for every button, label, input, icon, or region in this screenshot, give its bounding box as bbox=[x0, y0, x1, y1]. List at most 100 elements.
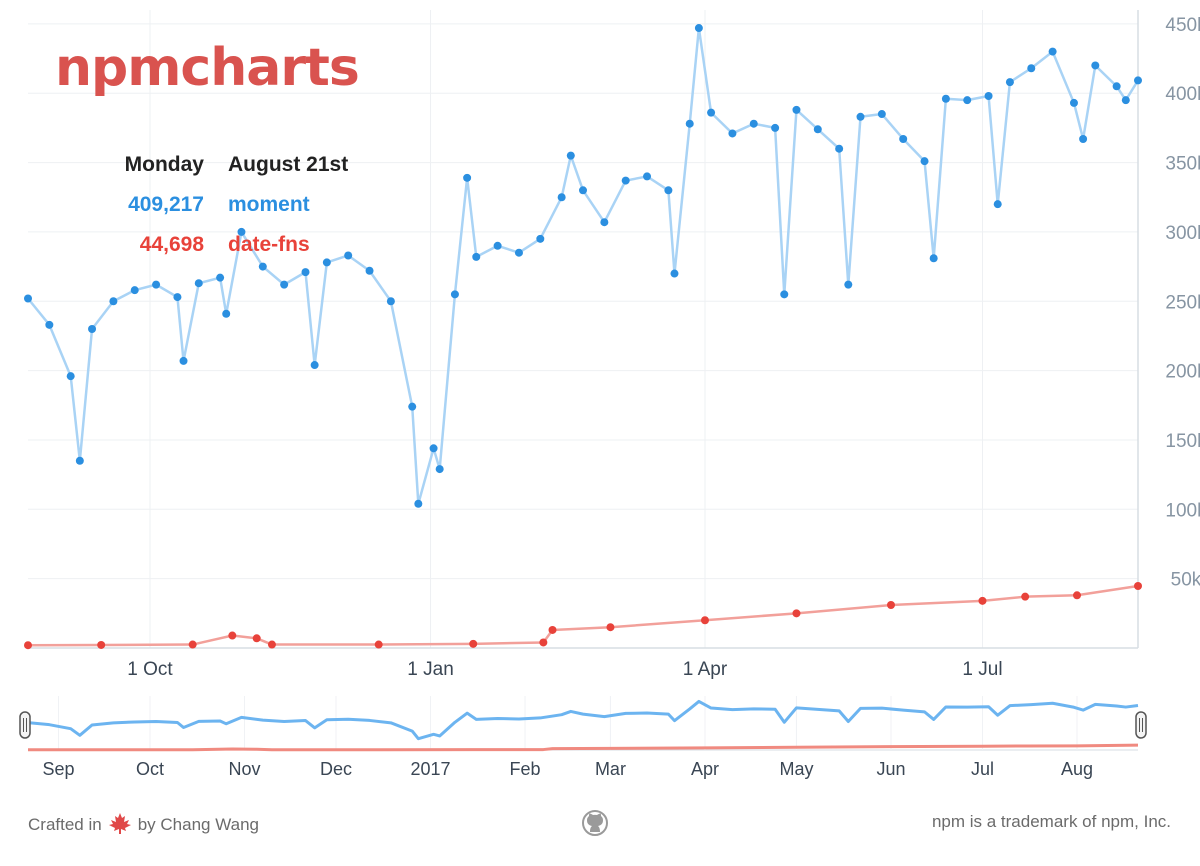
data-point-date-fns bbox=[188, 640, 197, 649]
data-point-moment bbox=[179, 356, 188, 365]
x-tick-label: 1 Jul bbox=[962, 659, 1002, 680]
data-point-moment bbox=[45, 320, 54, 329]
data-point-moment bbox=[1112, 82, 1121, 91]
tooltip-row-moment: 409,217 moment bbox=[112, 185, 348, 225]
data-point-moment bbox=[1121, 96, 1130, 105]
data-point-date-fns bbox=[978, 596, 987, 605]
data-point-date-fns bbox=[24, 641, 32, 650]
navigator-tick-label: Nov bbox=[229, 759, 261, 779]
data-point-moment bbox=[450, 290, 459, 299]
data-point-moment bbox=[66, 372, 75, 381]
data-point-moment bbox=[600, 218, 609, 227]
data-point-moment bbox=[643, 172, 652, 181]
trademark-notice: npm is a trademark of npm, Inc. bbox=[931, 812, 1171, 831]
navigator-right-handle[interactable] bbox=[1135, 711, 1147, 739]
x-tick-label: 1 Apr bbox=[683, 659, 728, 680]
navigator-tick-label: Aug bbox=[1061, 759, 1093, 779]
data-point-date-fns bbox=[1134, 582, 1142, 591]
data-point-moment bbox=[322, 258, 331, 267]
tooltip-value-date-fns: 44,698 bbox=[139, 233, 204, 256]
data-point-moment bbox=[414, 499, 423, 508]
navigator-tick-label: Feb bbox=[510, 759, 541, 779]
data-point-moment bbox=[670, 269, 679, 278]
navigator-series-moment bbox=[27, 699, 1139, 741]
y-tick-label: 300k bbox=[1165, 223, 1200, 244]
maple-leaf-icon bbox=[108, 812, 132, 839]
data-point-moment bbox=[194, 279, 203, 288]
data-point-date-fns bbox=[886, 601, 895, 610]
npmcharts-logo[interactable]: npmcharts bbox=[55, 38, 360, 98]
data-point-moment bbox=[780, 290, 789, 299]
tooltip-weekday: Monday bbox=[124, 153, 204, 176]
github-icon[interactable] bbox=[582, 810, 608, 841]
tooltip-value-moment: 409,217 bbox=[128, 193, 204, 216]
y-tick-label: 450k bbox=[1165, 15, 1200, 36]
data-point-moment bbox=[301, 268, 310, 277]
data-point-moment bbox=[771, 123, 780, 132]
data-point-moment bbox=[1091, 61, 1100, 70]
y-tick-label: 100k bbox=[1165, 500, 1200, 521]
navigator-tick-label: Dec bbox=[320, 759, 352, 779]
y-tick-label: 250k bbox=[1165, 292, 1200, 313]
data-point-date-fns bbox=[267, 640, 276, 649]
handle-body bbox=[1135, 711, 1147, 739]
data-point-moment bbox=[222, 309, 231, 318]
data-point-date-fns bbox=[228, 631, 237, 640]
navigator-tick-label: Sep bbox=[42, 759, 74, 779]
data-point-moment bbox=[579, 186, 587, 195]
data-point-moment bbox=[993, 200, 1002, 209]
data-point-moment bbox=[621, 176, 630, 185]
data-point-moment bbox=[920, 157, 929, 166]
data-point-moment bbox=[749, 119, 758, 128]
data-point-moment bbox=[88, 325, 97, 333]
data-point-date-fns bbox=[252, 634, 261, 643]
data-point-moment bbox=[792, 105, 801, 114]
series-line-date-fns bbox=[27, 584, 1139, 647]
footer-author-link[interactable]: by Chang Wang bbox=[137, 814, 259, 834]
navigator-tick-label: Jul bbox=[971, 759, 994, 779]
navigator-series-date-fns bbox=[27, 743, 1139, 752]
data-point-moment bbox=[813, 125, 822, 134]
data-point-moment bbox=[173, 293, 182, 302]
tooltip-name-date-fns: date-fns bbox=[228, 233, 310, 256]
footer-credit: Crafted in by Chang Wang bbox=[28, 812, 259, 839]
data-point-moment bbox=[493, 241, 502, 250]
data-point-moment bbox=[707, 108, 716, 117]
y-tick-label: 400k bbox=[1165, 84, 1200, 105]
data-point-moment bbox=[386, 297, 395, 306]
data-point-date-fns bbox=[1073, 591, 1082, 600]
data-point-moment bbox=[130, 286, 139, 295]
data-point-moment bbox=[728, 129, 737, 138]
navigator-tick-label: 2017 bbox=[411, 759, 451, 779]
data-point-moment bbox=[237, 227, 246, 236]
navigator-tick-label: Mar bbox=[595, 759, 626, 779]
data-point-moment bbox=[844, 280, 853, 289]
data-point-moment bbox=[344, 251, 353, 260]
data-point-moment bbox=[435, 465, 444, 474]
data-point-date-fns bbox=[606, 623, 615, 632]
data-point-moment bbox=[258, 262, 267, 271]
data-point-moment bbox=[536, 234, 545, 243]
data-point-moment bbox=[685, 119, 694, 128]
y-tick-label: 150k bbox=[1165, 431, 1200, 452]
data-point-moment bbox=[280, 280, 289, 289]
data-point-moment bbox=[216, 273, 225, 282]
data-point-moment bbox=[24, 294, 32, 303]
navigator-left-handle[interactable] bbox=[19, 711, 31, 739]
x-tick-label: 1 Jan bbox=[407, 659, 453, 680]
data-point-date-fns bbox=[97, 640, 106, 649]
data-point-moment bbox=[557, 193, 566, 202]
data-point-moment bbox=[664, 186, 673, 195]
data-point-moment bbox=[856, 112, 865, 121]
tooltip-row-date-fns: 44,698 date-fns bbox=[112, 225, 348, 265]
data-point-moment bbox=[929, 254, 938, 263]
data-point-date-fns bbox=[1021, 592, 1030, 601]
data-point-moment bbox=[899, 134, 908, 143]
data-point-moment bbox=[152, 280, 161, 289]
navigator-tick-label: Oct bbox=[136, 759, 164, 779]
tooltip-name-moment: moment bbox=[228, 193, 310, 216]
data-point-moment bbox=[75, 456, 84, 465]
data-point-moment bbox=[429, 444, 438, 453]
data-point-moment bbox=[963, 96, 972, 105]
